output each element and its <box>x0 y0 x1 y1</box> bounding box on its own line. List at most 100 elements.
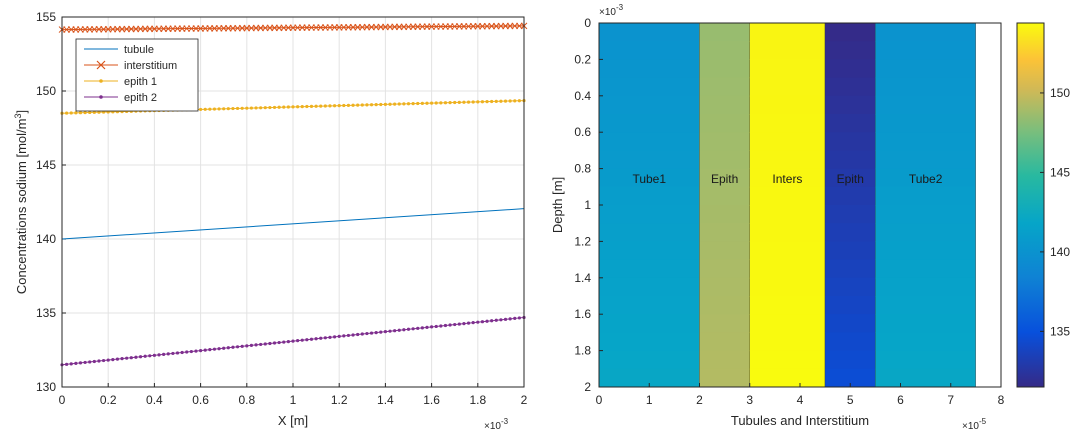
data-point <box>83 360 87 365</box>
data-point <box>453 100 457 105</box>
heatmap-cell <box>749 77 826 97</box>
x-tick-labels: 0 1 2 3 4 5 6 7 8 <box>596 383 1005 407</box>
data-point <box>517 316 521 320</box>
x-tick-label: 0 <box>596 393 603 407</box>
heatmap-cell <box>825 223 876 242</box>
heatmap-cell <box>699 168 750 188</box>
heatmap-cell <box>699 314 750 333</box>
heatmap-cell <box>699 332 750 352</box>
data-point <box>397 102 401 106</box>
data-point <box>383 102 387 106</box>
data-point <box>65 362 69 366</box>
data-point <box>346 103 351 108</box>
heatmap-cell <box>875 314 976 333</box>
data-point <box>416 326 420 330</box>
colorbar-tick-label: 135 <box>1050 324 1070 338</box>
heatmap-cell <box>749 223 826 242</box>
heatmap-cell <box>825 59 876 79</box>
data-point <box>323 104 327 108</box>
data-point <box>212 347 217 351</box>
heatmap-cell <box>875 296 976 315</box>
data-point <box>360 332 364 336</box>
data-point <box>323 336 327 340</box>
data-point <box>74 111 78 115</box>
x-tick-label: 1.8 <box>469 393 486 407</box>
heatmap-cell <box>749 23 826 42</box>
x-tick-label: 1 <box>290 393 297 407</box>
data-point <box>115 357 120 361</box>
data-point <box>162 352 166 356</box>
data-point <box>416 101 420 106</box>
data-point <box>379 102 383 107</box>
data-point <box>365 331 369 336</box>
y-tick-label: 0 <box>584 16 591 30</box>
heatmap-cell <box>749 350 826 370</box>
data-point <box>314 104 318 108</box>
heatmap-cell <box>749 132 826 151</box>
data-point <box>166 352 170 356</box>
x-tick-label: 2 <box>521 393 528 407</box>
data-point <box>319 104 323 108</box>
data-point <box>240 106 244 110</box>
colorbar-tick-label: 145 <box>1050 165 1070 179</box>
x-tick-labels: 0 0.2 0.4 0.6 0.8 1 1.2 1.4 1.6 1.8 2 <box>59 393 528 407</box>
heatmap-cell <box>825 277 876 297</box>
data-point <box>425 325 429 329</box>
legend-label: tubule <box>124 44 154 56</box>
data-point <box>245 106 249 110</box>
x-tick-label: 1.4 <box>377 393 394 407</box>
data-point <box>332 335 337 339</box>
heatmap-cell <box>699 259 750 279</box>
heatmap-cell <box>875 205 976 224</box>
data-point <box>499 318 503 322</box>
data-point <box>494 99 498 103</box>
heatmap-cell <box>825 132 876 151</box>
data-point <box>342 334 346 338</box>
data-point <box>74 361 78 365</box>
heatmap-cell <box>599 59 700 79</box>
data-point <box>296 339 300 343</box>
heatmap-cell <box>599 186 700 206</box>
colorbar: 135 140 145 150 <box>1016 22 1070 388</box>
data-point <box>328 104 332 108</box>
data-point <box>471 100 475 104</box>
data-point <box>291 339 295 343</box>
heatmap-cell <box>875 132 976 151</box>
data-point <box>88 110 92 115</box>
data-point <box>476 100 480 104</box>
data-point <box>351 103 355 107</box>
data-point <box>212 107 217 111</box>
heatmap-cell <box>599 368 700 388</box>
colorbar-tick-label: 150 <box>1050 86 1070 100</box>
data-point <box>513 99 517 103</box>
heatmap-cell <box>749 150 826 170</box>
data-point <box>226 346 230 350</box>
heatmap-cell <box>875 114 976 133</box>
heatmap-cell <box>599 150 700 170</box>
data-point <box>286 105 290 109</box>
heatmap-cell <box>825 23 876 42</box>
data-point <box>494 318 498 322</box>
data-point <box>337 334 341 338</box>
data-point <box>337 104 341 108</box>
data-point <box>152 353 156 357</box>
heatmap-cell <box>825 114 876 133</box>
heatmap-cell <box>599 314 700 333</box>
x-tick-label: 1.2 <box>331 393 348 407</box>
heatmap-cell <box>875 41 976 60</box>
y-tick-label: 1.8 <box>574 344 591 358</box>
data-point <box>485 100 489 104</box>
data-point <box>439 324 443 328</box>
data-point <box>203 107 207 111</box>
data-point <box>245 344 249 348</box>
data-point <box>194 349 198 353</box>
x-tick-label: 1.6 <box>423 393 440 407</box>
data-point <box>360 103 364 107</box>
data-point <box>235 345 240 349</box>
heatmap-cell <box>825 296 876 315</box>
data-point <box>503 317 508 321</box>
data-point <box>189 349 193 354</box>
heatmap-cell <box>699 296 750 315</box>
data-point <box>97 359 101 363</box>
heatmap-cell <box>825 259 876 279</box>
